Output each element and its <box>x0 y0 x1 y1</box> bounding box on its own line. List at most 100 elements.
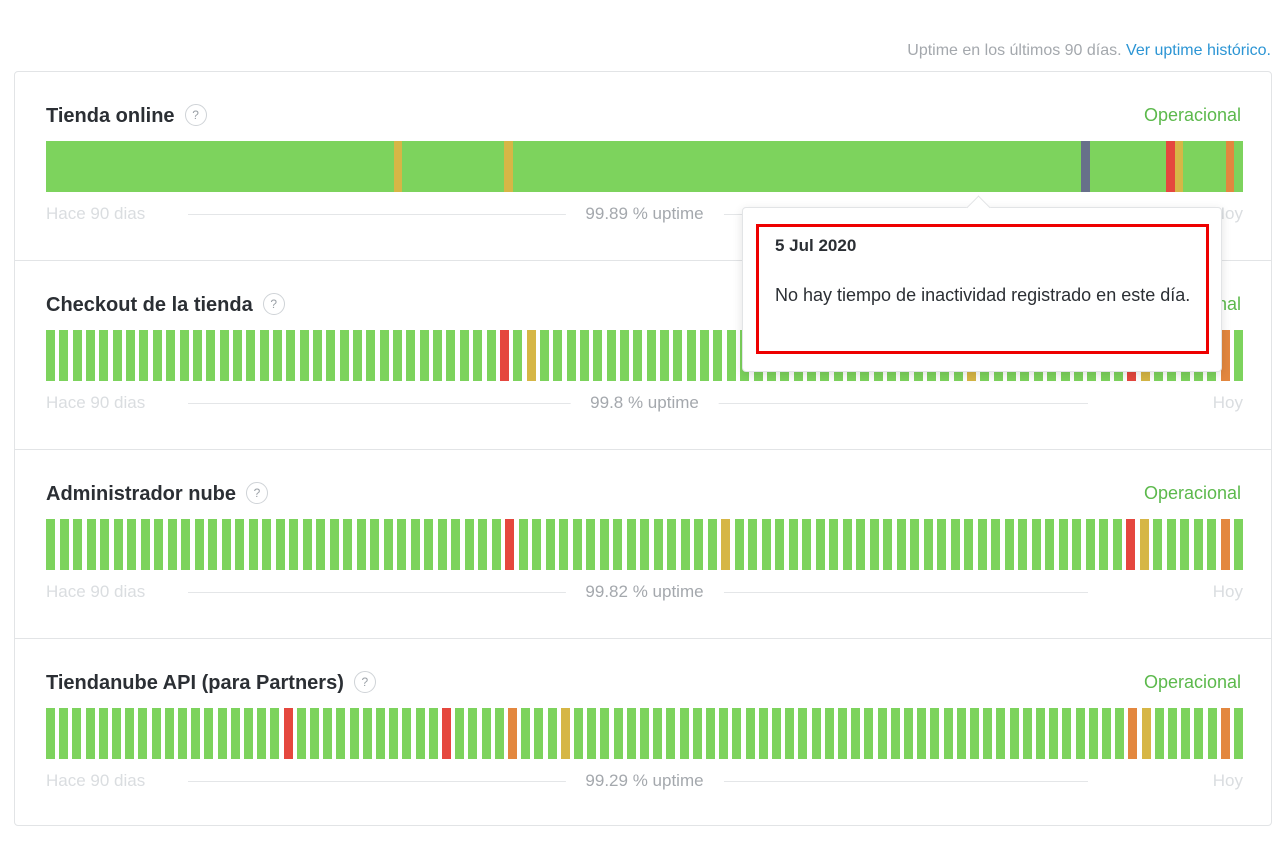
uptime-day-bar[interactable] <box>178 708 187 759</box>
uptime-day-bar[interactable] <box>1207 519 1216 570</box>
uptime-day-bar[interactable] <box>521 708 531 759</box>
uptime-day-bar[interactable] <box>455 708 465 759</box>
uptime-day-bar[interactable] <box>903 141 913 192</box>
uptime-day-bar[interactable] <box>402 141 412 192</box>
uptime-day-bar[interactable] <box>513 330 523 381</box>
uptime-day-bar[interactable] <box>680 519 690 570</box>
uptime-day-bar[interactable] <box>336 708 346 759</box>
uptime-day-bar[interactable] <box>1102 708 1111 759</box>
uptime-day-bar[interactable] <box>300 141 310 192</box>
uptime-day-bar[interactable] <box>930 708 940 759</box>
uptime-day-bar[interactable] <box>877 708 887 759</box>
uptime-day-bar[interactable] <box>486 330 496 381</box>
uptime-day-bar[interactable] <box>473 330 483 381</box>
uptime-day-bar[interactable] <box>587 708 597 759</box>
uptime-day-bar[interactable] <box>801 141 811 192</box>
uptime-day-bar[interactable] <box>248 519 258 570</box>
uptime-day-bar[interactable] <box>46 519 55 570</box>
uptime-day-bar[interactable] <box>798 708 808 759</box>
uptime-day-bar[interactable] <box>673 330 683 381</box>
uptime-day-bar[interactable] <box>126 330 136 381</box>
uptime-day-bar[interactable] <box>1036 708 1045 759</box>
uptime-day-bar[interactable] <box>761 519 771 570</box>
uptime-day-bar[interactable] <box>950 519 960 570</box>
uptime-day-bar[interactable] <box>964 519 973 570</box>
uptime-day-bar[interactable] <box>829 519 838 570</box>
uptime-day-bar[interactable] <box>613 708 623 759</box>
uptime-day-bar[interactable] <box>772 708 781 759</box>
uptime-day-bar[interactable] <box>71 141 81 192</box>
uptime-day-bar[interactable] <box>1072 141 1082 192</box>
uptime-day-bar[interactable] <box>230 708 240 759</box>
uptime-day-bar[interactable] <box>1132 141 1142 192</box>
uptime-day-bar[interactable] <box>424 519 433 570</box>
historical-uptime-link[interactable]: Ver uptime histórico. <box>1126 42 1271 59</box>
uptime-day-bar[interactable] <box>397 519 406 570</box>
uptime-day-bar[interactable] <box>956 708 966 759</box>
uptime-day-bar[interactable] <box>198 141 208 192</box>
uptime-day-bar[interactable] <box>1154 708 1164 759</box>
uptime-day-bar[interactable] <box>724 141 734 192</box>
uptime-day-bar[interactable] <box>1220 708 1230 759</box>
uptime-day-bar[interactable] <box>842 519 852 570</box>
uptime-day-bar[interactable] <box>46 330 55 381</box>
uptime-day-bar[interactable] <box>826 141 836 192</box>
uptime-day-bar[interactable] <box>653 708 663 759</box>
uptime-day-bar[interactable] <box>996 141 1006 192</box>
uptime-day-bar[interactable] <box>164 141 174 192</box>
uptime-day-bar[interactable] <box>721 519 730 570</box>
uptime-day-bar[interactable] <box>96 141 106 192</box>
uptime-day-bar[interactable] <box>88 141 98 192</box>
uptime-day-bar[interactable] <box>376 708 385 759</box>
uptime-day-bar[interactable] <box>376 141 386 192</box>
uptime-day-bar[interactable] <box>329 519 339 570</box>
uptime-day-bar[interactable] <box>518 519 528 570</box>
uptime-day-bar[interactable] <box>512 141 522 192</box>
uptime-day-bar[interactable] <box>606 141 616 192</box>
uptime-day-bar[interactable] <box>389 708 399 759</box>
uptime-day-bar[interactable] <box>631 141 641 192</box>
uptime-day-bar[interactable] <box>811 708 821 759</box>
uptime-day-bar[interactable] <box>686 330 696 381</box>
uptime-day-bar[interactable] <box>147 141 157 192</box>
uptime-day-bar[interactable] <box>326 141 335 192</box>
uptime-day-bar[interactable] <box>508 708 517 759</box>
uptime-day-bar[interactable] <box>151 708 161 759</box>
uptime-day-bar[interactable] <box>370 519 379 570</box>
uptime-day-bar[interactable] <box>563 141 573 192</box>
uptime-day-bar[interactable] <box>1194 708 1204 759</box>
uptime-day-bar[interactable] <box>748 519 757 570</box>
uptime-day-bar[interactable] <box>824 708 834 759</box>
uptime-day-bar[interactable] <box>648 141 658 192</box>
uptime-day-bar[interactable] <box>470 141 480 192</box>
uptime-day-bar[interactable] <box>393 141 403 192</box>
uptime-day-bar[interactable] <box>1126 519 1135 570</box>
uptime-day-bar[interactable] <box>63 141 72 192</box>
uptime-day-bar[interactable] <box>788 519 798 570</box>
uptime-day-bar[interactable] <box>626 708 636 759</box>
uptime-day-bar[interactable] <box>1088 708 1098 759</box>
uptime-day-bar[interactable] <box>464 519 474 570</box>
uptime-day-bar[interactable] <box>716 141 726 192</box>
uptime-day-bar[interactable] <box>283 141 293 192</box>
uptime-day-bar[interactable] <box>1220 330 1230 381</box>
uptime-day-bar[interactable] <box>713 330 723 381</box>
uptime-day-bar[interactable] <box>215 141 225 192</box>
uptime-day-bar[interactable] <box>666 708 676 759</box>
uptime-day-bar[interactable] <box>339 330 349 381</box>
uptime-day-bar[interactable] <box>122 141 132 192</box>
uptime-day-bar[interactable] <box>572 519 582 570</box>
uptime-day-bar[interactable] <box>1207 708 1217 759</box>
uptime-day-bar[interactable] <box>758 708 768 759</box>
uptime-day-bar[interactable] <box>181 519 190 570</box>
uptime-day-bar[interactable] <box>1180 519 1189 570</box>
uptime-day-bar[interactable] <box>851 708 861 759</box>
uptime-day-bar[interactable] <box>444 141 454 192</box>
uptime-day-bar[interactable] <box>894 141 904 192</box>
uptime-day-bar[interactable] <box>232 330 242 381</box>
uptime-day-bar[interactable] <box>257 708 267 759</box>
uptime-day-bar[interactable] <box>309 141 319 192</box>
uptime-day-bar[interactable] <box>1115 141 1125 192</box>
uptime-day-bar[interactable] <box>244 708 253 759</box>
uptime-day-bar[interactable] <box>1225 141 1235 192</box>
